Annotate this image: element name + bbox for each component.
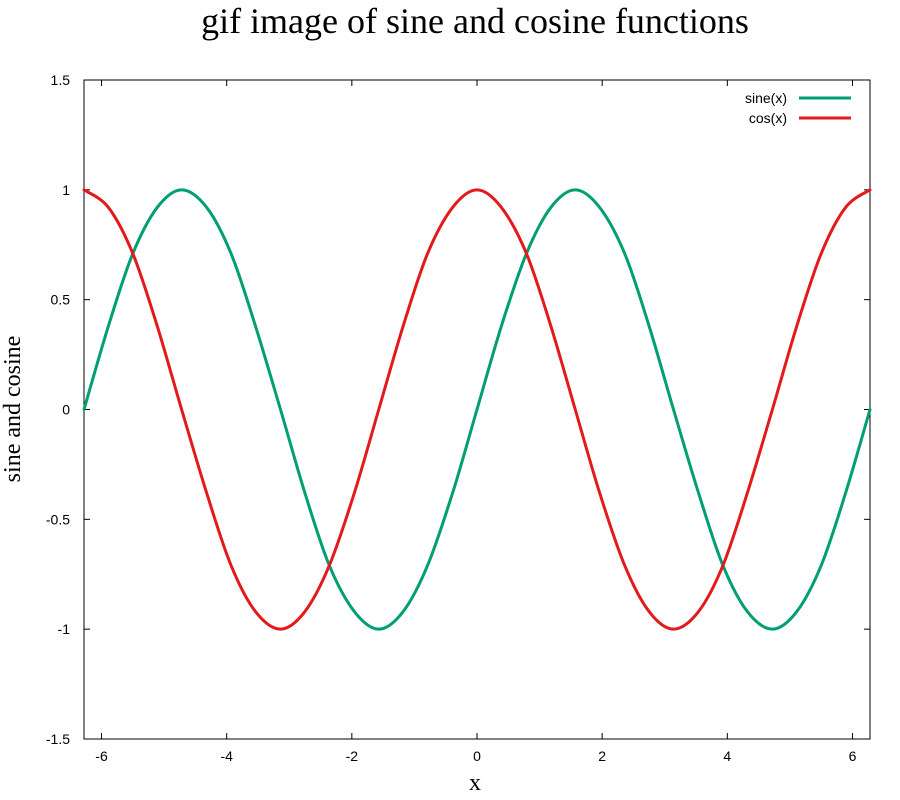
x-tick-label: -6 [95, 748, 108, 764]
y-tick-label: 1 [62, 182, 70, 198]
legend-label: sine(x) [745, 90, 787, 106]
x-tick-label: 6 [849, 748, 857, 764]
y-axis-label: sine and cosine [0, 336, 26, 483]
x-axis-label: x [469, 770, 481, 796]
y-tick-label: -1.5 [46, 731, 70, 747]
x-tick-label: 2 [598, 748, 606, 764]
series-layer [82, 188, 872, 631]
y-tick-label: -1 [58, 621, 71, 637]
x-tick-label: -2 [346, 748, 359, 764]
legend: sine(x) cos(x) [745, 90, 851, 126]
y-tick-label: 0 [62, 402, 70, 418]
axis-ticks: -6 -4 -2 0 2 4 6 -1.5 -1 -0.5 0 0.5 1 1.5 [46, 72, 870, 764]
x-tick-label: -4 [220, 748, 233, 764]
x-tick-label: 4 [723, 748, 731, 764]
series-line-sine [82, 188, 872, 631]
y-tick-label: 0.5 [51, 292, 71, 308]
x-tick-label: 0 [473, 748, 481, 764]
y-tick-label: -0.5 [46, 511, 70, 527]
legend-label: cos(x) [749, 110, 787, 126]
chart-title: gif image of sine and cosine functions [201, 1, 749, 41]
y-tick-label: 1.5 [51, 72, 71, 88]
series-line-cosine [82, 188, 872, 631]
